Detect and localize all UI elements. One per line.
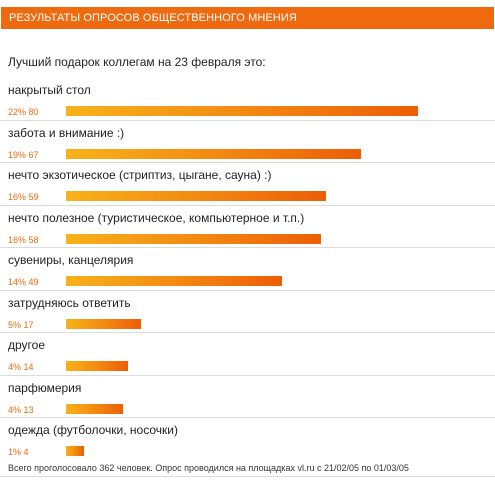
poll-bar — [66, 446, 84, 456]
poll-bar — [66, 148, 361, 159]
poll-option-stat: 14% 49 — [8, 277, 39, 287]
poll-option-label: одежда (футболочки, носочки) — [8, 423, 178, 437]
poll-row: одежда (футболочки, носочки) 1% 4 — [0, 418, 495, 461]
poll-option-label: забота и внимание :) — [8, 125, 125, 140]
row-divider — [0, 417, 495, 418]
poll-row: парфюмерия 4% 13 — [0, 376, 495, 418]
poll-row: другое 4% 14 — [0, 333, 495, 376]
poll-header: РЕЗУЛЬТАТЫ ОПРОСОВ ОБЩЕСТВЕННОГО МНЕНИЯ — [1, 7, 494, 29]
poll-bar — [66, 233, 321, 244]
poll-bar — [66, 361, 128, 371]
poll-option-stat: 16% 59 — [8, 192, 39, 202]
poll-option-label: парфюмерия — [8, 380, 82, 395]
poll-header-title: РЕЗУЛЬТАТЫ ОПРОСОВ ОБЩЕСТВЕННОГО МНЕНИЯ — [9, 12, 297, 24]
poll-option-stat: 1% 4 — [8, 447, 29, 457]
row-divider — [0, 374, 495, 376]
poll-row: забота и внимание :) 19% 67 — [0, 121, 495, 163]
poll-option-label: затрудняюсь ответить — [8, 295, 131, 310]
poll-question: Лучший подарок коллегам на 23 февраля эт… — [8, 55, 266, 69]
row-divider — [0, 119, 495, 121]
poll-row: нечто экзотическое (стриптиз, цыгане, са… — [0, 163, 495, 206]
poll-option-stat: 22% 80 — [8, 107, 39, 117]
poll-option-stat: 16% 58 — [8, 234, 39, 245]
poll-option-label: накрытый стол — [8, 83, 91, 97]
row-divider — [0, 247, 495, 248]
footer-divider — [0, 476, 495, 477]
poll-row: сувениры, канцелярия 14% 49 — [0, 248, 495, 291]
poll-option-stat: 5% 17 — [8, 319, 34, 330]
poll-option-stat: 19% 67 — [8, 149, 39, 160]
poll-option-label: нечто экзотическое (стриптиз, цыгане, са… — [8, 168, 272, 182]
poll-bar — [66, 318, 141, 329]
poll-option-label: другое — [8, 338, 46, 352]
poll-option-stat: 4% 13 — [8, 404, 34, 415]
poll-option-label: нечто полезное (туристическое, компьютер… — [8, 210, 305, 225]
poll-bar — [66, 403, 123, 414]
poll-row: затрудняюсь ответить 5% 17 — [0, 291, 495, 333]
poll-bar — [66, 191, 326, 201]
poll-bar — [66, 106, 418, 116]
poll-results-chart: накрытый стол 22% 80 забота и внимание :) 1… — [0, 78, 495, 461]
row-divider — [0, 204, 495, 206]
row-divider — [0, 289, 495, 291]
poll-row: нечто полезное (туристическое, компьютер… — [0, 206, 495, 248]
poll-row: накрытый стол 22% 80 — [0, 78, 495, 121]
poll-footer: Всего проголосовало 362 человек. Опрос п… — [8, 463, 409, 473]
poll-option-label: сувениры, канцелярия — [8, 253, 134, 267]
poll-bar — [66, 276, 282, 286]
row-divider — [0, 162, 495, 163]
row-divider — [0, 332, 495, 333]
poll-option-stat: 4% 14 — [8, 362, 34, 372]
